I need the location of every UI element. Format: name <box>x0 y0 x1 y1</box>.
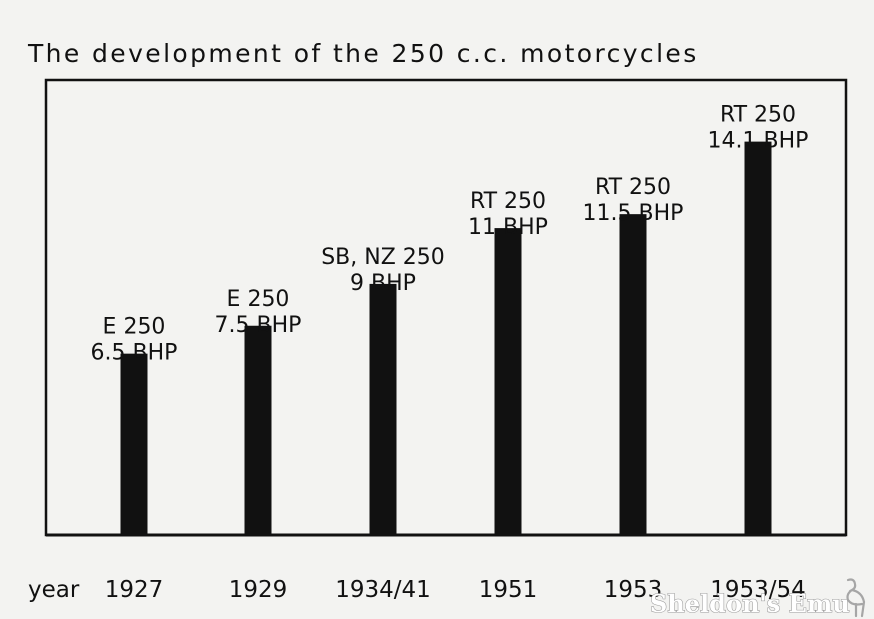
bar-power-label: 6.5 BHP <box>91 341 178 366</box>
x-tick-labels: 1927 1929 1934/41 1951 1953 1953/54 <box>105 577 806 603</box>
x-tick-label: 1953 <box>604 577 663 603</box>
bar-model-label: RT 250 <box>470 189 546 214</box>
x-axis-label: year <box>28 577 80 603</box>
bar-power-label: 14.1 BHP <box>708 129 809 154</box>
bar-0 <box>120 353 148 535</box>
bar-5 <box>744 141 772 536</box>
bar-model-label: RT 250 <box>720 103 796 128</box>
x-tick-label: 1951 <box>479 577 538 603</box>
watermark: Sheldon's Emu <box>650 589 850 618</box>
bar-power-label: 9 BHP <box>350 271 416 296</box>
bar-power-label: 11 BHP <box>468 215 548 240</box>
emu-icon <box>846 578 866 618</box>
bar-model-label: E 250 <box>103 315 166 340</box>
bar-3 <box>494 228 522 535</box>
bar-power-label: 11.5 BHP <box>583 201 684 226</box>
x-tick-label: 1934/41 <box>335 577 431 603</box>
bars <box>120 141 772 536</box>
bar-power-label: 7.5 BHP <box>215 313 302 338</box>
bar-model-label: SB, NZ 250 <box>321 245 445 270</box>
bar-1 <box>244 325 272 535</box>
x-tick-label: 1953/54 <box>710 577 806 603</box>
bar-4 <box>619 214 647 535</box>
x-tick-label: 1927 <box>105 577 164 603</box>
x-tick-label: 1929 <box>229 577 288 603</box>
bar-model-label: E 250 <box>227 287 290 312</box>
bar-2 <box>369 283 397 535</box>
chart-title: The development of the 250 c.c. motorcyc… <box>27 39 699 68</box>
bar-model-label: RT 250 <box>595 175 671 200</box>
